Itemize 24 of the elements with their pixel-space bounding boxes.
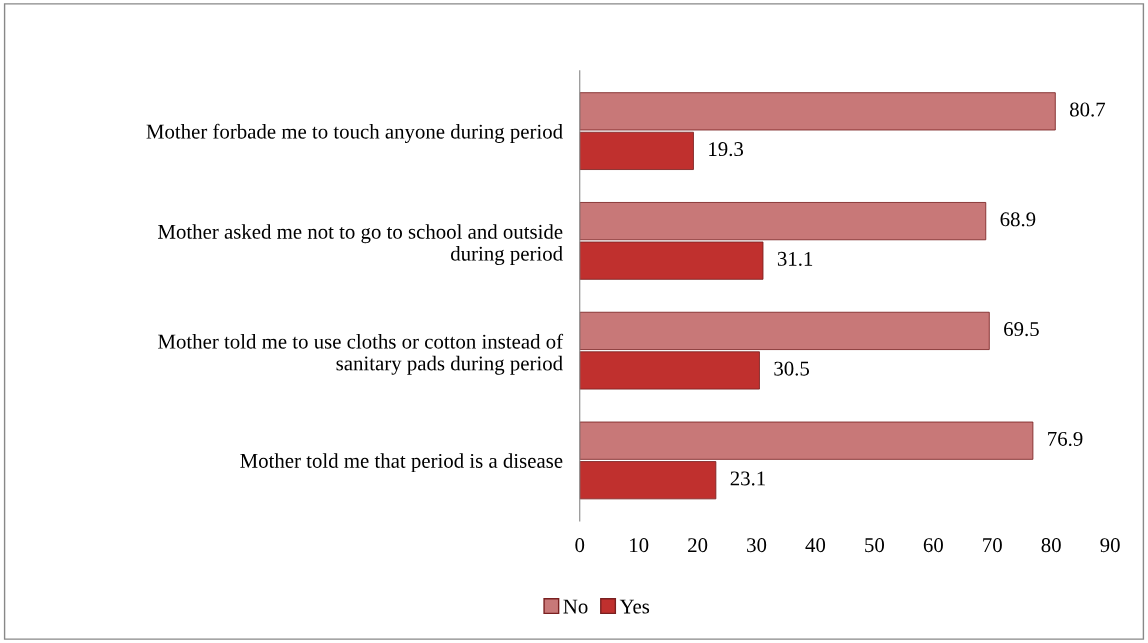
data-label: 69.5 — [1004, 322, 1039, 337]
x-tick-label: 60 — [923, 538, 943, 553]
x-tick-label: 90 — [1100, 538, 1120, 553]
x-tick-label: 80 — [1041, 538, 1061, 553]
x-tick-label: 0 — [575, 538, 585, 553]
x-tick-label: 70 — [983, 538, 1002, 553]
legend-label: No — [563, 599, 588, 614]
y-tick-label: Mother asked me not to go to school and outside during period — [158, 224, 563, 265]
y-tick-label: Mother told me that period is a disease — [240, 453, 563, 473]
y-tick-label: Mother told me to use cloths or cotton instead of sanitary pads during period — [158, 333, 564, 375]
data-label: 68.9 — [1000, 212, 1036, 227]
data-label: 31.1 — [777, 251, 813, 266]
data-label: 80.7 — [1069, 102, 1106, 117]
x-tick-label: 40 — [805, 538, 826, 553]
x-tick-label: 30 — [747, 538, 767, 553]
x-tick-label: 50 — [865, 538, 885, 553]
x-tick-label: 20 — [688, 538, 708, 553]
data-label: 23.1 — [730, 471, 765, 486]
y-tick-label: Mother forbade me to touch anyone during period — [146, 123, 563, 143]
data-label: 30.5 — [774, 361, 810, 376]
data-label: 19.3 — [709, 142, 744, 157]
data-label: 76.9 — [1048, 431, 1083, 446]
legend-label: Yes — [619, 599, 650, 614]
x-tick-label: 10 — [630, 538, 649, 553]
